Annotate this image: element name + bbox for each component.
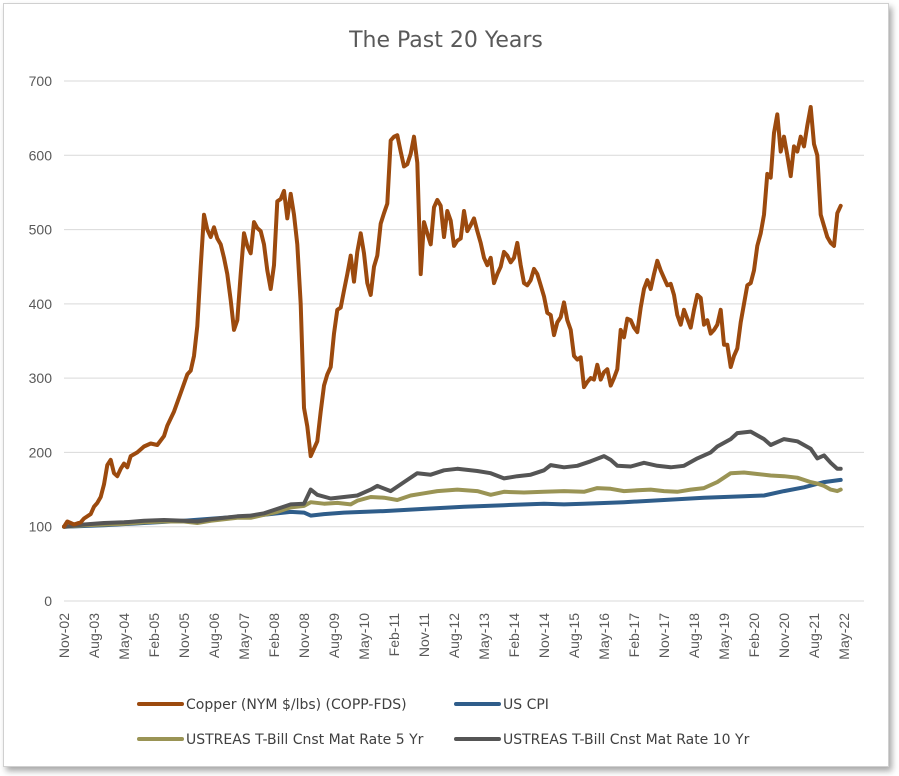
x-tick-label: Feb-17 xyxy=(626,613,642,658)
x-tick-label: May-10 xyxy=(356,613,372,660)
x-tick-label: Aug-06 xyxy=(206,613,222,658)
x-tick-label: Nov-20 xyxy=(776,613,792,658)
y-tick-label: 700 xyxy=(29,73,53,89)
chart-title: The Past 20 Years xyxy=(348,28,543,53)
legend-label-us-cpi: US CPI xyxy=(503,697,549,713)
x-tick-label: May-19 xyxy=(716,613,732,660)
x-tick-label: Nov-08 xyxy=(296,613,312,658)
legend-entry-treasury-5yr: USTREAS T-Bill Cnst Mat Rate 5 Yr xyxy=(137,732,424,748)
x-tick-label: May-07 xyxy=(236,613,252,660)
legend: Copper (NYM $/lbs) (COPP-FDS) US CPI UST… xyxy=(137,697,750,748)
x-tick-label: Feb-08 xyxy=(266,613,282,658)
legend-entry-treasury-10yr: USTREAS T-Bill Cnst Mat Rate 10 Yr xyxy=(454,732,750,748)
legend-label-copper: Copper (NYM $/lbs) (COPP-FDS) xyxy=(186,697,407,713)
chart-frame: The Past 20 Years 0 100 200 300 400 500 600 700… xyxy=(3,3,889,767)
x-tick-label: Nov-17 xyxy=(656,613,672,658)
y-tick-label: 400 xyxy=(29,296,53,312)
series-line-copper xyxy=(62,105,843,529)
y-tick-label: 100 xyxy=(29,519,53,535)
x-tick-label: May-22 xyxy=(836,613,852,660)
legend-label-treasury-5yr: USTREAS T-Bill Cnst Mat Rate 5 Yr xyxy=(186,732,424,748)
x-tick-label: Feb-05 xyxy=(146,613,162,658)
y-axis-ticks: 0 100 200 300 400 500 600 700 xyxy=(29,73,53,609)
x-tick-label: Nov-14 xyxy=(536,613,552,658)
x-tick-label: Nov-05 xyxy=(176,613,192,658)
y-tick-label: 0 xyxy=(44,593,52,609)
x-tick-label: Aug-03 xyxy=(86,613,102,658)
legend-entry-copper: Copper (NYM $/lbs) (COPP-FDS) xyxy=(137,697,407,713)
y-tick-label: 500 xyxy=(29,222,53,238)
x-tick-label: Nov-11 xyxy=(416,613,432,657)
legend-entry-us-cpi: US CPI xyxy=(454,697,549,713)
x-tick-label: Aug-12 xyxy=(446,613,462,658)
y-tick-label: 200 xyxy=(29,444,53,460)
legend-label-treasury-10yr: USTREAS T-Bill Cnst Mat Rate 10 Yr xyxy=(503,732,750,748)
x-tick-label: May-04 xyxy=(116,613,132,660)
x-tick-label: Aug-18 xyxy=(686,613,702,658)
series-line-treasury-5yr xyxy=(62,470,843,529)
x-tick-label: Feb-14 xyxy=(506,613,522,658)
series-lines xyxy=(62,105,843,529)
x-tick-label: Aug-09 xyxy=(326,613,342,658)
y-tick-label: 600 xyxy=(29,147,53,163)
x-tick-label: Aug-15 xyxy=(566,613,582,658)
x-axis-ticks: Nov-02 Aug-03 May-04 Feb-05 Nov-05 Aug-06 May-… xyxy=(56,613,852,660)
line-chart: The Past 20 Years 0 100 200 300 400 500 600 700… xyxy=(29,28,864,748)
y-tick-label: 300 xyxy=(29,370,53,386)
x-tick-label: Feb-20 xyxy=(746,613,762,658)
x-tick-label: May-13 xyxy=(476,613,492,660)
x-tick-label: Feb-11 xyxy=(386,613,402,657)
x-tick-label: May-16 xyxy=(596,613,612,660)
x-tick-label: Nov-02 xyxy=(56,613,72,658)
x-tick-label: Aug-21 xyxy=(806,613,822,658)
series-line-treasury-10yr xyxy=(62,429,843,529)
